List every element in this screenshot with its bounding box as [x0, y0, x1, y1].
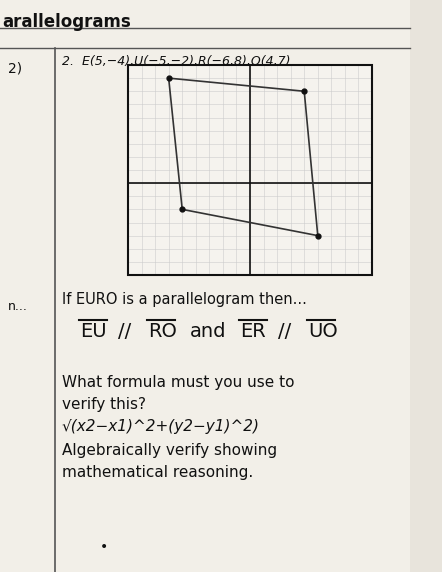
Text: EU: EU [80, 322, 107, 341]
Text: 2.  E(5,−4),U(−5,−2),R(−6,8),O(4,7): 2. E(5,−4),U(−5,−2),R(−6,8),O(4,7) [62, 55, 290, 68]
Text: arallelograms: arallelograms [2, 13, 131, 31]
Text: RO: RO [148, 322, 177, 341]
Text: mathematical reasoning.: mathematical reasoning. [62, 465, 253, 480]
Text: ER: ER [240, 322, 266, 341]
Text: If EURO is a parallelogram then...: If EURO is a parallelogram then... [62, 292, 307, 307]
Text: Algebraically verify showing: Algebraically verify showing [62, 443, 277, 458]
Text: and: and [190, 322, 226, 341]
Text: verify this?: verify this? [62, 397, 146, 412]
Text: //: // [118, 322, 131, 341]
Bar [128, 65, 372, 275]
Text: //: // [278, 322, 291, 341]
Text: UO: UO [308, 322, 338, 341]
Text: •: • [100, 540, 108, 554]
Text: √(x2−x1)^2+(y2−y1)^2): √(x2−x1)^2+(y2−y1)^2) [62, 419, 260, 434]
Text: 2): 2) [8, 62, 22, 76]
Text: n...: n... [8, 300, 28, 313]
Bar [128, 65, 372, 275]
Text: What formula must you use to: What formula must you use to [62, 375, 294, 390]
